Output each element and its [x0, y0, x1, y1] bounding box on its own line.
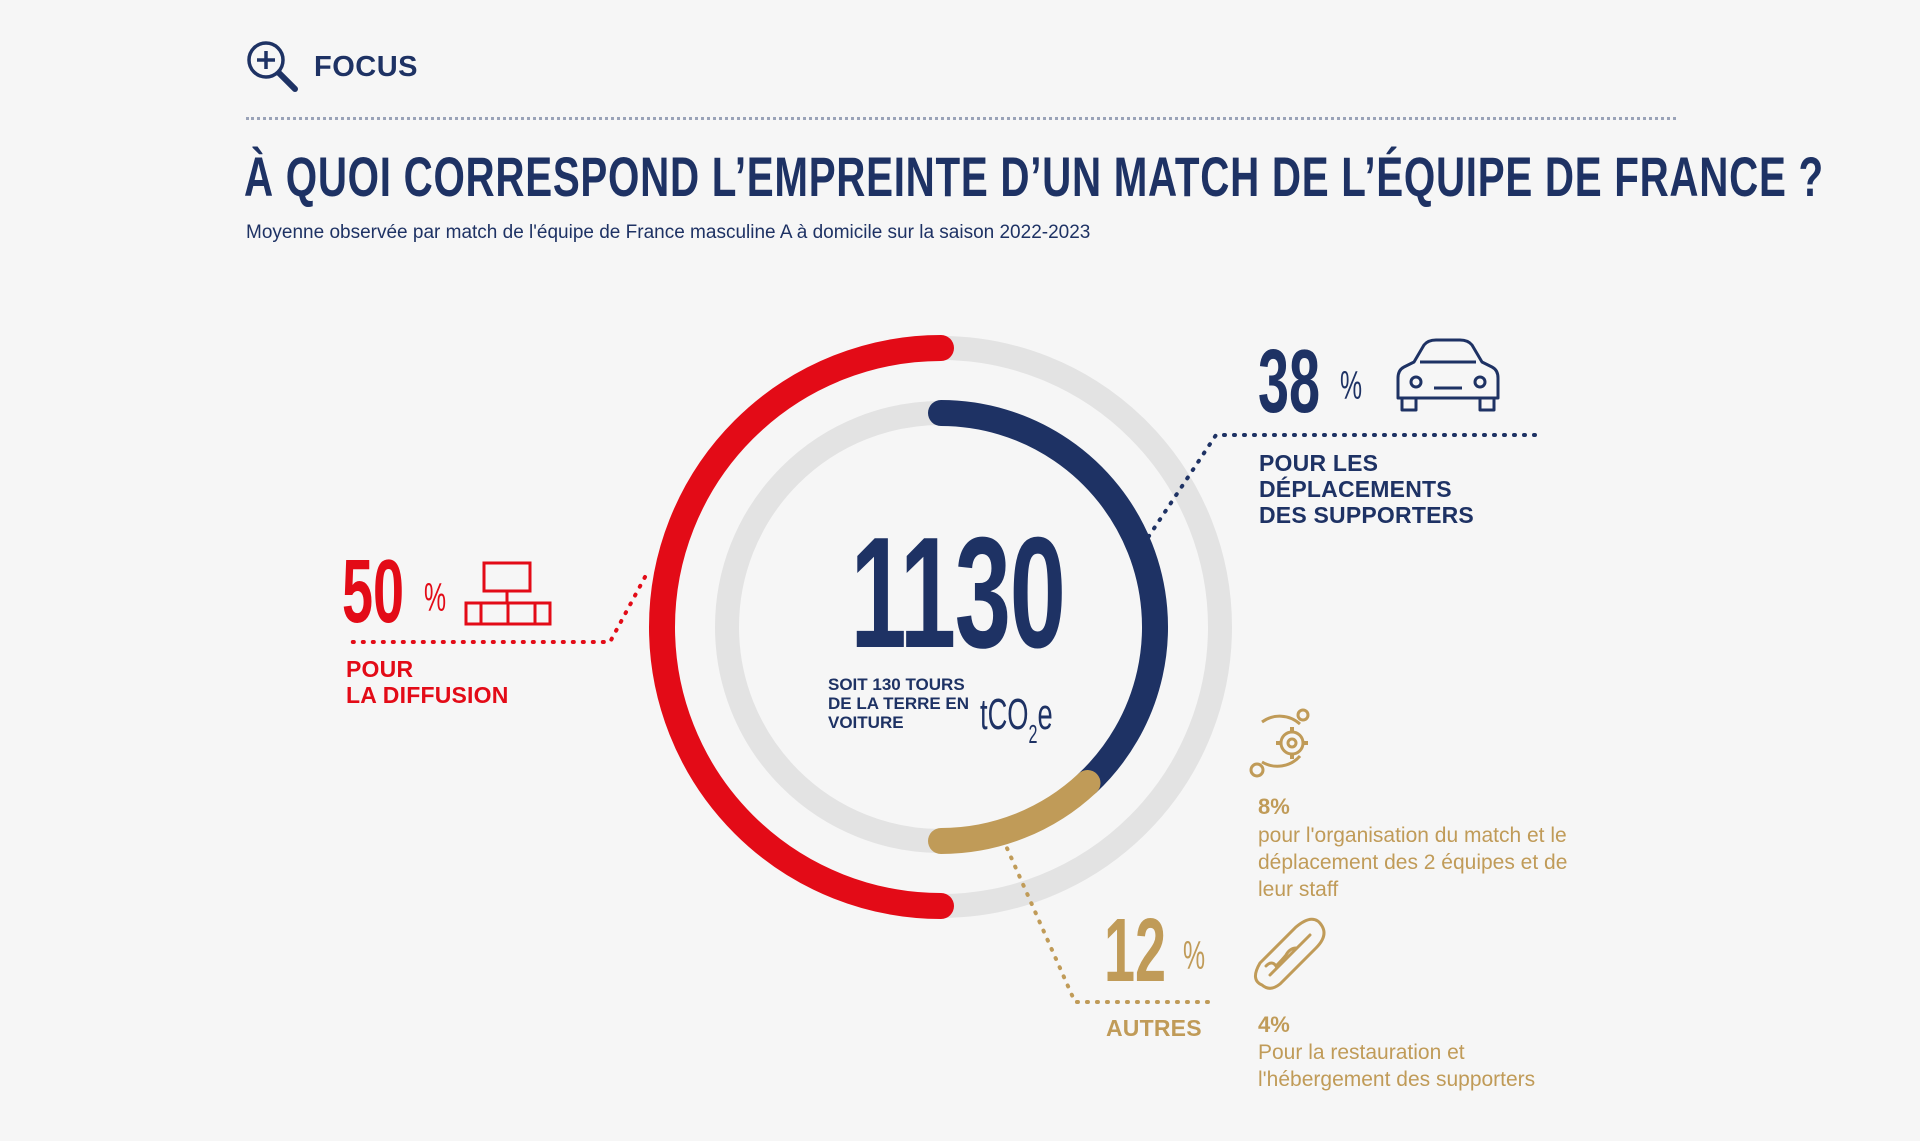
car-icon — [1396, 338, 1500, 412]
connector-autres — [997, 828, 1218, 1004]
page-subtitle: Moyenne observée par match de l'équipe d… — [246, 222, 1091, 243]
connector-diffusion — [344, 575, 647, 644]
connector-supporters — [1141, 433, 1542, 547]
supporters-label: POUR LES DÉPLACEMENTS DES SUPPORTERS — [1259, 450, 1474, 528]
focus-label: FOCUS — [314, 50, 418, 83]
unit-main: tCO — [980, 690, 1029, 739]
gear-cycle-icon — [1249, 708, 1310, 778]
arc-diffusion — [649, 335, 954, 919]
unit-sub: 2 — [1028, 719, 1038, 749]
diffusion-percent-symbol: % — [424, 576, 447, 620]
autres-percent: 12 — [1104, 901, 1167, 1001]
focus-header: FOCUS — [244, 38, 418, 96]
diffusion-label: POUR LA DIFFUSION — [346, 656, 509, 708]
supporters-label-line: POUR LES — [1259, 450, 1379, 476]
supporters-label-line: DES SUPPORTERS — [1259, 502, 1474, 528]
restauration-description: Pour la restauration et l'hébergement de… — [1258, 1041, 1536, 1091]
arc-autres — [928, 770, 1101, 854]
supporters-percent-symbol: % — [1340, 364, 1363, 408]
autres-label: AUTRES — [1106, 1015, 1202, 1041]
arc-supporters — [928, 400, 1168, 796]
total-value: 1130 — [850, 505, 1066, 681]
diffusion-percent: 50 — [342, 542, 405, 642]
total-equivalence-note: SOIT 130 TOURS DE LA TERRE EN VOITURE — [828, 675, 970, 732]
dotted-divider — [246, 117, 1676, 120]
diffusion-label-line: LA DIFFUSION — [346, 682, 509, 708]
computer-network-icon — [464, 561, 552, 626]
supporters-percent: 38 — [1258, 332, 1321, 432]
autres-percent-symbol: % — [1183, 934, 1206, 978]
supporters-label-line: DÉPLACEMENTS — [1259, 476, 1452, 502]
organisation-description: pour l'organisation du match et le dépla… — [1258, 824, 1568, 901]
magnifier-plus-icon — [247, 41, 298, 92]
organisation-percent: 8% — [1258, 794, 1290, 819]
restauration-percent: 4% — [1258, 1012, 1290, 1037]
total-unit: tCO2e — [980, 690, 1053, 750]
hot-dog-icon — [1254, 917, 1326, 990]
unit-tail: e — [1037, 690, 1053, 739]
diffusion-label-line: POUR — [346, 656, 414, 682]
